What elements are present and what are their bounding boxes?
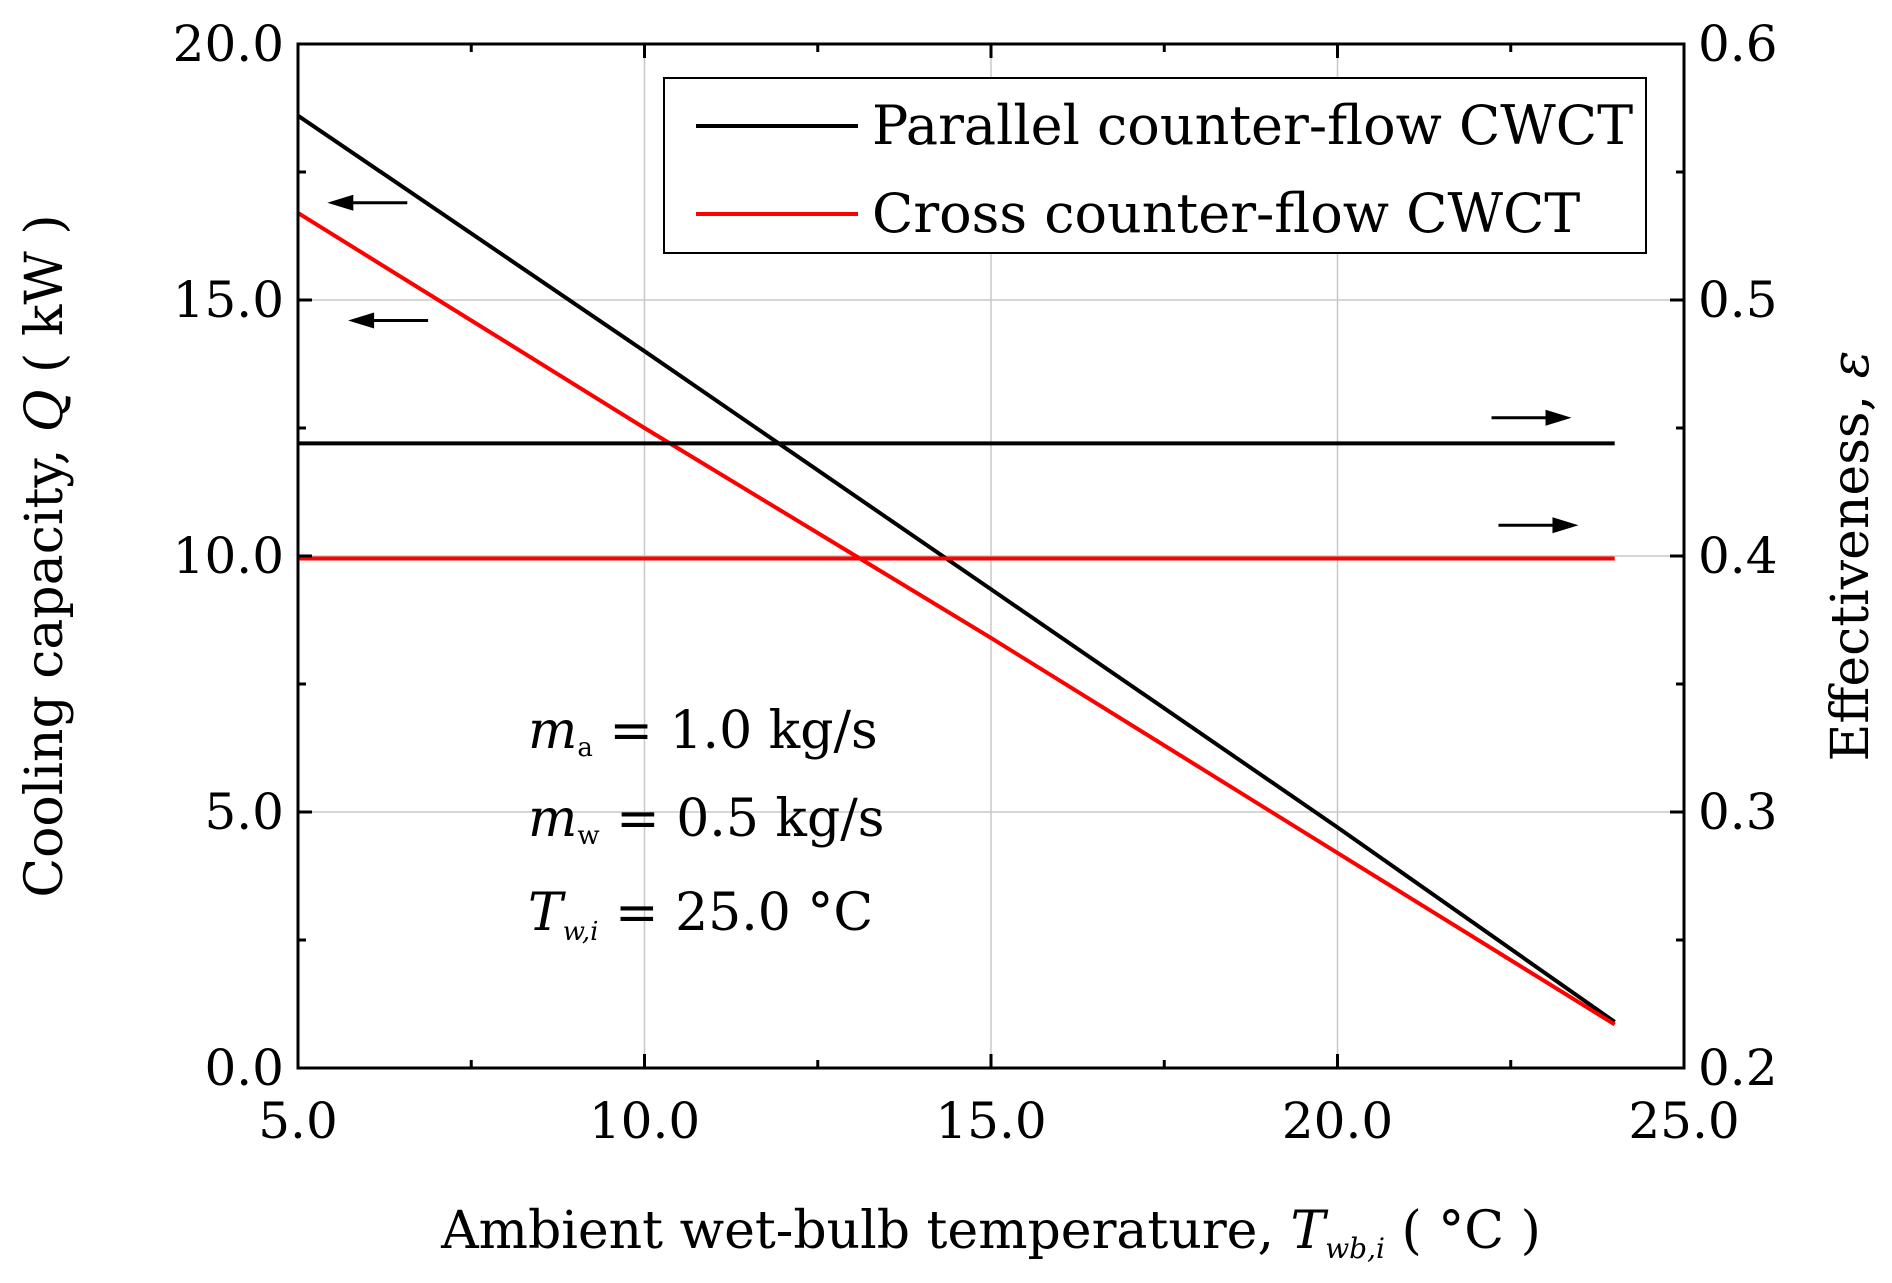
axis-arrows [327, 194, 1579, 534]
axis-arrow-right [1498, 517, 1579, 534]
y-right-tick-label: 0.3 [1698, 783, 1778, 841]
y-axis-left-title: Cooling capacity, Q ( kW ) [15, 214, 75, 897]
arrow-head [1545, 409, 1572, 426]
y-left-tick-label: 20.0 [173, 15, 284, 73]
legend: Parallel counter-flow CWCT Cross counter… [663, 77, 1647, 254]
arrow-head [327, 194, 354, 211]
operating-conditions: ma = 1.0 kg/s mw = 0.5 kg/s Tw,i = 25.0 … [528, 701, 884, 947]
axis-arrow-left [327, 194, 408, 211]
series-line-1 [296, 211, 1616, 1027]
y-right-tick-label: 0.4 [1698, 527, 1778, 585]
y-left-tick-label: 5.0 [204, 783, 284, 841]
y-right-tick-label: 0.6 [1698, 15, 1778, 73]
x-tick-label: 10.0 [589, 1092, 700, 1150]
y-right-tick-label: 0.5 [1698, 271, 1778, 329]
y-left-tick-label: 10.0 [173, 527, 284, 585]
axis-arrow-left [348, 312, 429, 329]
x-tick-label: 15.0 [935, 1092, 1046, 1150]
axis-ticks: 5.0 10.0 15.0 20.0 25.00.05.010.015.020.00.2… [173, 15, 1778, 1150]
annotation-inlet-water-temp: Tw,i = 25.0 °C [528, 883, 873, 947]
y-left-tick-label: 15.0 [173, 271, 284, 329]
y-left-tick-label: 0.0 [204, 1039, 284, 1097]
arrow-head [348, 312, 375, 329]
legend-label-parallel: Parallel counter-flow CWCT [872, 94, 1633, 157]
series-line-0 [296, 114, 1616, 1024]
legend-box [663, 77, 1647, 254]
annotation-water-flow: mw = 0.5 kg/s [528, 789, 884, 851]
x-axis-title: Ambient wet-bulb temperature, Twb,i ( °C… [440, 1201, 1541, 1265]
arrow-head [1552, 517, 1579, 534]
x-tick-label: 25.0 [1628, 1092, 1739, 1150]
legend-label-cross: Cross counter-flow CWCT [872, 182, 1580, 245]
x-tick-label: 20.0 [1282, 1092, 1393, 1150]
x-tick-label: 5.0 [258, 1092, 338, 1150]
series-lines [296, 114, 1616, 1027]
y-right-tick-label: 0.2 [1698, 1039, 1778, 1097]
axis-arrow-right [1491, 409, 1572, 426]
annotation-air-flow: ma = 1.0 kg/s [528, 701, 878, 763]
y-axis-right-title: Effectiveness, ε [1821, 350, 1881, 761]
